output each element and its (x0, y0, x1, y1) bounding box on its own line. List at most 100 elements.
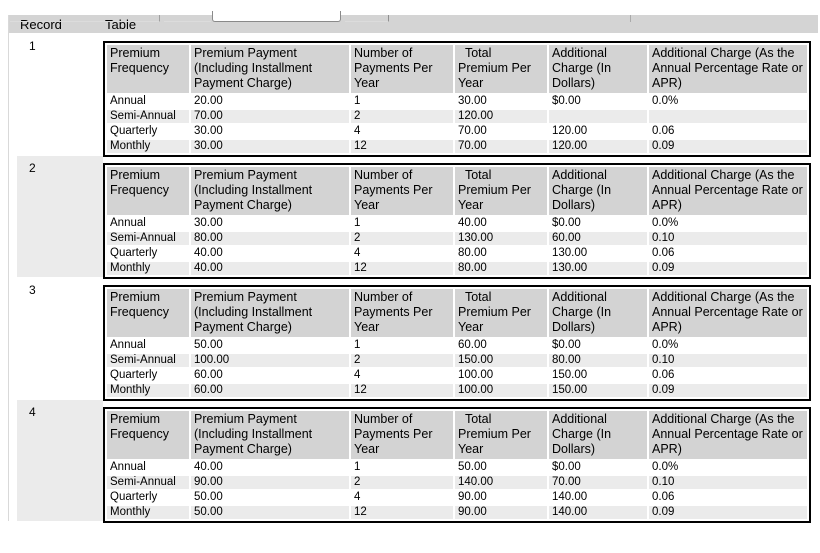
cell-total: 80.00 (455, 262, 547, 275)
cell-charge-dollars: 140.00 (549, 506, 647, 519)
table-row-semi-annual: Semi-Annual 80.00 2 130.00 60.00 0.10 (107, 232, 807, 245)
cell-frequency: Semi-Annual (107, 476, 189, 489)
premium-table-header-row: Premium Frequency Premium Payment (Inclu… (107, 45, 807, 93)
cell-payment: 60.00 (194, 369, 223, 381)
table-row-annual: Annual 50.00 1 60.00 $0.00 0.0% (107, 339, 807, 352)
cell-payment: 40.00 (194, 247, 223, 259)
cell-num-payments: 12 (351, 262, 453, 275)
col-number-of-payments: Number of Payments Per Year (351, 289, 453, 337)
table-row-quarterly: Quarterly 40.00 4 80.00 130.00 0.06 (107, 247, 807, 260)
toolbar-remnant-left (10, 15, 160, 22)
cell-payment: 70.00 (191, 110, 349, 123)
cell-charge-apr: 0.09 (649, 506, 807, 519)
record-table-cell: Premium Frequency Premium Payment (Inclu… (103, 400, 818, 523)
record-row: 2 Premium Frequency Premium Payment (Inc… (9, 156, 818, 279)
cell-num-payments: 12 (351, 384, 453, 397)
record-column-header: Record (20, 17, 62, 32)
cell-payment: 30.00 (191, 140, 349, 153)
toolbar-remnants (0, 11, 820, 23)
col-number-of-payments: Number of Payments Per Year (351, 411, 453, 459)
cell-charge-apr: 0.0% (652, 339, 679, 351)
cell-num-payments: 4 (354, 491, 361, 503)
cell-total: 100.00 (458, 369, 494, 381)
cell-total: 90.00 (458, 491, 487, 503)
cell-num-payments: 1 (354, 339, 361, 351)
records-table: Record Table 1 Premium Frequency Premium… (8, 15, 818, 523)
cell-payment: 60.00 (191, 384, 349, 397)
table-row-annual: Annual 40.00 1 50.00 $0.00 0.0% (107, 461, 807, 474)
cell-frequency: Annual (110, 217, 146, 229)
record-number-label: 2 (29, 161, 36, 175)
cell-total: 130.00 (455, 232, 547, 245)
cell-charge-apr: 0.10 (649, 232, 807, 245)
table-row-annual: Annual 20.00 1 30.00 $0.00 0.0% (107, 95, 807, 108)
cell-charge-apr (649, 110, 807, 123)
cell-charge-apr: 0.0% (652, 217, 679, 229)
cell-payment: 30.00 (194, 217, 223, 229)
premium-table-header-row: Premium Frequency Premium Payment (Inclu… (107, 167, 807, 215)
cell-payment: 80.00 (191, 232, 349, 245)
col-additional-charge-apr: Additional Charge (As the Annual Percent… (649, 411, 807, 459)
cell-num-payments: 1 (354, 461, 361, 473)
cell-frequency: Annual (110, 95, 146, 107)
cell-charge-dollars (549, 110, 647, 123)
cell-payment: 100.00 (191, 354, 349, 367)
cell-charge-dollars: $0.00 (552, 339, 581, 351)
cell-charge-apr: 0.09 (649, 384, 807, 397)
cell-total: 50.00 (458, 461, 487, 473)
record-row: 4 Premium Frequency Premium Payment (Inc… (9, 400, 818, 523)
cell-payment: 50.00 (191, 506, 349, 519)
table-row-semi-annual: Semi-Annual 90.00 2 140.00 70.00 0.10 (107, 476, 807, 489)
col-additional-charge-dollars: Additional Charge (In Dollars) (549, 289, 647, 337)
cell-frequency: Semi-Annual (107, 110, 189, 123)
cell-total: 140.00 (455, 476, 547, 489)
cell-num-payments: 1 (354, 217, 361, 229)
record-number-label: 4 (29, 405, 36, 419)
cell-charge-dollars: 80.00 (549, 354, 647, 367)
premium-table: Premium Frequency Premium Payment (Inclu… (103, 163, 811, 279)
cell-payment: 40.00 (194, 461, 223, 473)
cell-charge-dollars: 130.00 (549, 262, 647, 275)
col-premium-frequency: Premium Frequency (107, 167, 189, 215)
cell-total: 120.00 (455, 110, 547, 123)
toolbar-remnant-right (345, 15, 389, 22)
cell-total: 100.00 (455, 384, 547, 397)
record-number: 1 (17, 34, 103, 155)
premium-table-header-row: Premium Frequency Premium Payment (Inclu… (107, 411, 807, 459)
cell-charge-apr: 0.09 (649, 140, 807, 153)
cell-total: 60.00 (458, 339, 487, 351)
toolbar-remnant-tick (630, 15, 631, 22)
cell-num-payments: 2 (351, 110, 453, 123)
cell-charge-dollars: 120.00 (552, 125, 588, 137)
cell-charge-apr: 0.0% (652, 95, 679, 107)
col-premium-frequency: Premium Frequency (107, 411, 189, 459)
cell-charge-apr: 0.06 (652, 491, 675, 503)
table-row-annual: Annual 30.00 1 40.00 $0.00 0.0% (107, 217, 807, 230)
col-premium-payment: Premium Payment (Including Installment P… (191, 167, 349, 215)
record-table-cell: Premium Frequency Premium Payment (Inclu… (103, 156, 818, 279)
table-row-quarterly: Quarterly 30.00 4 70.00 120.00 0.06 (107, 125, 807, 138)
col-additional-charge-apr: Additional Charge (As the Annual Percent… (649, 45, 807, 93)
cell-frequency: Monthly (107, 384, 189, 397)
toolbar-input-remnant[interactable] (212, 11, 341, 22)
cell-total: 150.00 (455, 354, 547, 367)
cell-frequency: Quarterly (110, 247, 158, 259)
cell-frequency: Annual (110, 461, 146, 473)
cell-charge-dollars: 70.00 (549, 476, 647, 489)
table-row-monthly: Monthly 60.00 12 100.00 150.00 0.09 (107, 384, 807, 397)
cell-charge-apr: 0.10 (649, 476, 807, 489)
premium-table-header-row: Premium Frequency Premium Payment (Inclu… (107, 289, 807, 337)
cell-frequency: Quarterly (110, 125, 158, 137)
cell-total: 80.00 (458, 247, 487, 259)
record-number-label: 3 (29, 283, 36, 297)
toolbar-remnant-middle (164, 15, 211, 22)
premium-table: Premium Frequency Premium Payment (Inclu… (103, 285, 811, 401)
record-table-cell: Premium Frequency Premium Payment (Inclu… (103, 278, 818, 401)
record-number: 4 (17, 400, 103, 521)
col-additional-charge-dollars: Additional Charge (In Dollars) (549, 411, 647, 459)
col-total-premium: Total Premium Per Year (455, 45, 547, 93)
cell-charge-apr: 0.06 (652, 247, 675, 259)
table-row-monthly: Monthly 40.00 12 80.00 130.00 0.09 (107, 262, 807, 275)
cell-frequency: Monthly (107, 262, 189, 275)
col-premium-payment: Premium Payment (Including Installment P… (191, 411, 349, 459)
